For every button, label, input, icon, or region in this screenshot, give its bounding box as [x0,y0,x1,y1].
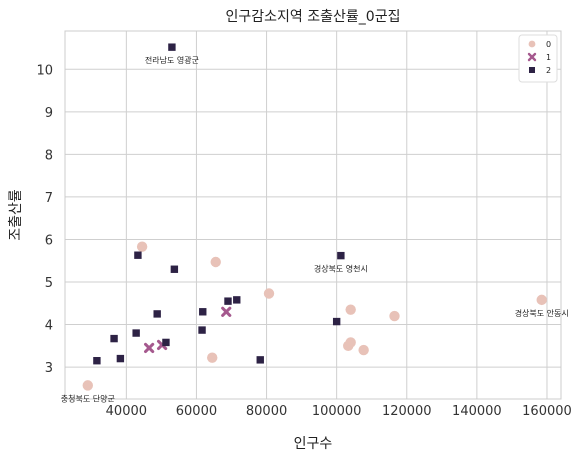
y-tick-label: 3 [45,361,53,376]
point-cluster-0 [358,344,369,356]
point-cluster-2 [198,326,206,334]
point-cluster-0 [82,380,93,391]
x-tick-label: 80000 [246,404,287,419]
x-axis-ticks: 40000 60000 80000 100000 120000 140000 160000 [106,404,572,419]
point-annotation: 경상북도 안동시 [515,308,569,318]
y-tick-label: 8 [45,148,53,163]
legend-label: 0 [546,40,551,49]
point-cluster-2 [168,43,176,51]
y-axis-ticks: 3 4 5 6 7 8 9 10 [36,63,53,376]
data-points [82,43,547,391]
x-tick-label: 140000 [452,404,502,419]
y-tick-label: 7 [45,191,53,206]
x-tick-label: 120000 [382,404,432,419]
point-cluster-0 [210,256,221,268]
x-tick-label: 40000 [106,404,147,419]
y-tick-label: 9 [45,106,53,121]
point-cluster-2 [153,310,161,318]
chart-title: 인구감소지역 조출산률_0군집 [226,9,401,25]
y-tick-label: 4 [45,319,53,334]
x-axis-label: 인구수 [294,436,333,452]
legend-marker-square [529,67,535,73]
grid [65,31,561,399]
legend-label: 2 [546,66,551,75]
point-cluster-2 [337,251,345,260]
legend-label: 1 [546,53,551,62]
point-cluster-2 [93,357,101,365]
point-annotation: 충청북도 단양군 [61,393,115,403]
point-cluster-2 [110,334,118,343]
y-axis-label: 조출산률 [8,189,24,241]
point-cluster-2 [132,329,140,337]
y-tick-label: 10 [36,63,53,78]
point-cluster-2 [162,338,170,347]
point-cluster-1 [144,342,155,354]
point-cluster-0 [536,294,547,306]
legend-marker-x [527,52,537,62]
point-cluster-0 [343,340,354,352]
x-tick-label: 160000 [522,404,572,419]
point-cluster-2 [233,296,241,304]
plot-area [65,31,561,399]
point-cluster-2 [134,251,142,259]
point-cluster-2 [199,308,207,316]
legend-marker-circle [528,40,536,48]
point-cluster-0 [207,352,218,363]
plot-frame [64,30,562,400]
point-cluster-2 [116,354,125,363]
point-cluster-0 [263,288,275,299]
x-tick-label: 60000 [176,404,217,419]
point-cluster-0 [389,310,400,322]
legend: 0 1 2 [518,34,558,83]
point-cluster-2 [170,265,179,273]
point-cluster-2 [256,356,264,364]
point-cluster-2 [224,297,232,305]
point-cluster-2 [332,317,341,326]
y-tick-label: 6 [45,233,53,248]
point-cluster-1 [221,306,232,317]
point-cluster-0 [136,241,148,252]
x-tick-label: 100000 [312,404,362,419]
point-annotation: 경상북도 영천시 [314,264,368,274]
point-annotation: 전라남도 영광군 [145,55,199,65]
y-tick-label: 5 [45,276,53,291]
legend-box [518,34,558,83]
point-cluster-0 [345,304,356,315]
